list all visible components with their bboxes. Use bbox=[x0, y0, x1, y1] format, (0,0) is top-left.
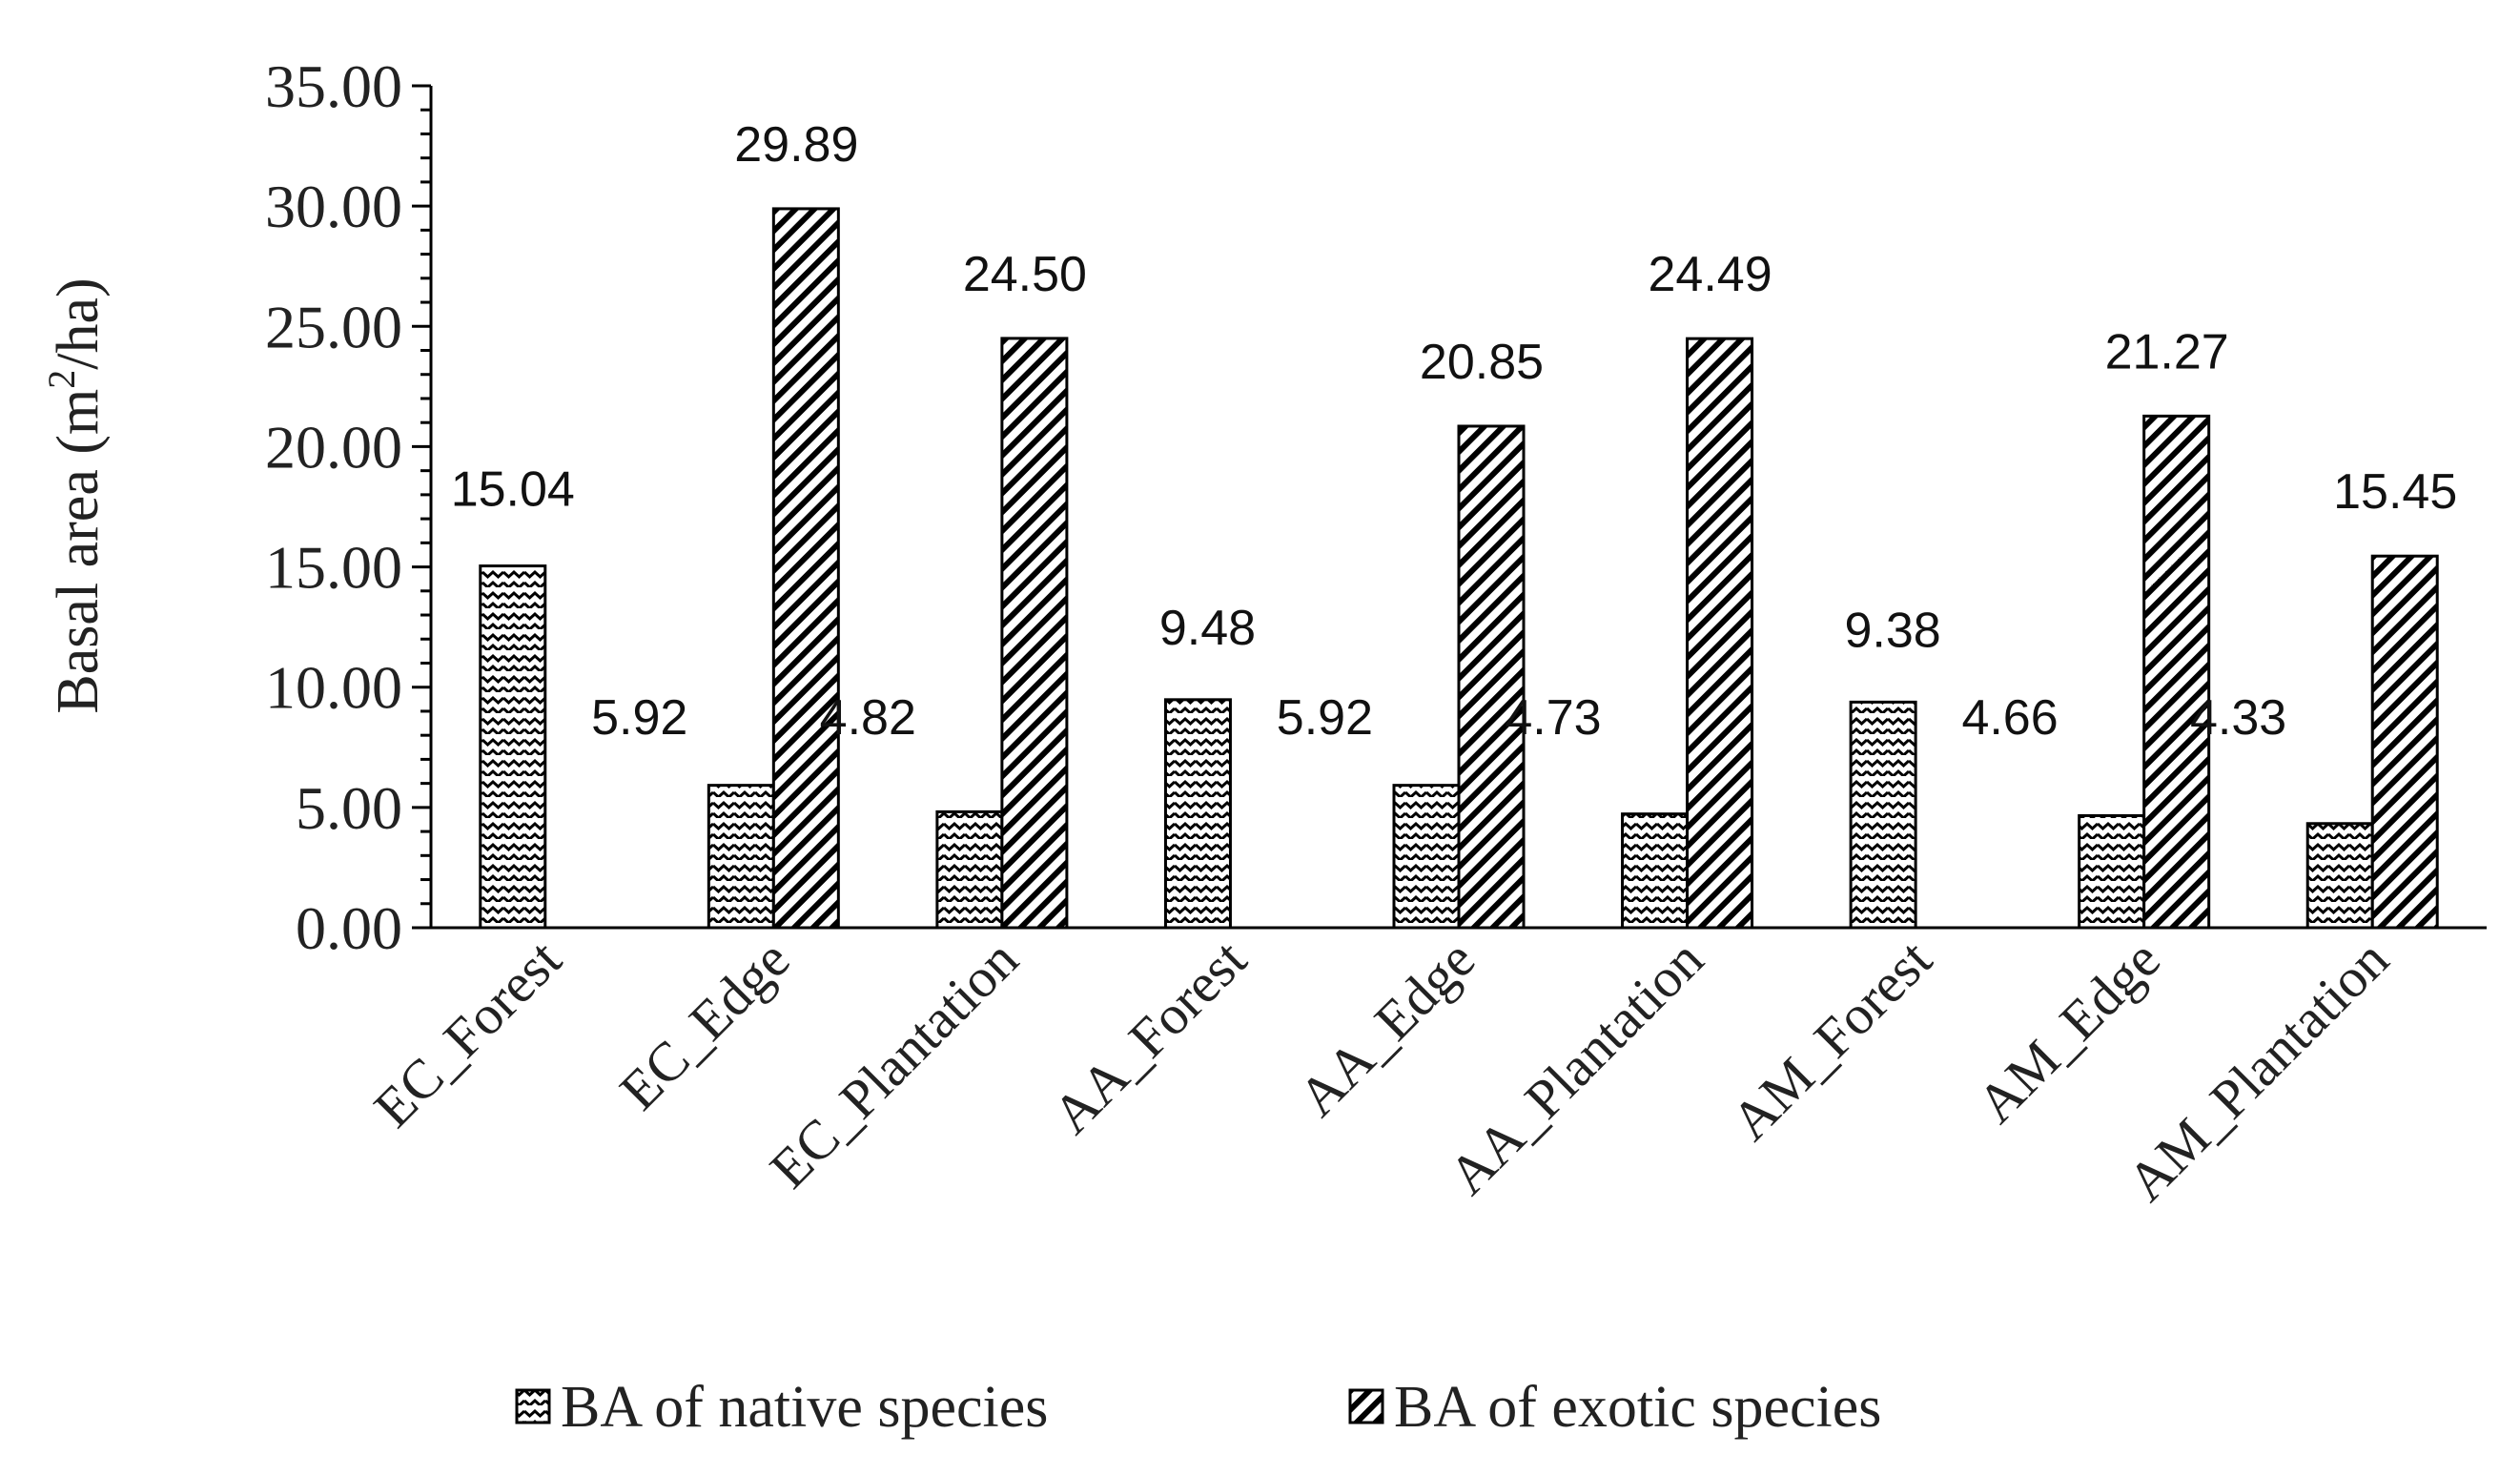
y-axis-title-sup: 2 bbox=[40, 370, 83, 389]
legend: BA of native species BA of exotic species bbox=[515, 1375, 1881, 1440]
data-label-native: 4.73 bbox=[1505, 690, 1601, 746]
bar-native-ec-edge bbox=[707, 784, 775, 930]
data-label-exotic: 24.50 bbox=[963, 247, 1087, 302]
y-tick-label: 15.00 bbox=[265, 534, 402, 602]
bar-native-am-forest bbox=[1849, 700, 1917, 930]
bar-native-am-edge bbox=[2078, 813, 2146, 930]
category-label-am-edge: AM_Edge bbox=[1965, 928, 2172, 1135]
bar-exotic-aa-plantation bbox=[1686, 337, 1754, 930]
y-tick-label: 30.00 bbox=[265, 173, 402, 240]
y-tick-label: 0.00 bbox=[296, 894, 402, 962]
bar-native-aa-forest bbox=[1163, 698, 1232, 930]
bars bbox=[479, 207, 2439, 930]
bar-exotic-ec-edge bbox=[771, 207, 840, 930]
y-axis: 0.00 5.00 10.00 15.00 20.00 25.00 30.00 35.00 bbox=[265, 52, 433, 962]
y-tick-label: 5.00 bbox=[296, 774, 402, 842]
bar-native-aa-edge bbox=[1392, 784, 1461, 930]
data-label-native: 4.82 bbox=[820, 690, 916, 746]
y-tick-label: 10.00 bbox=[265, 654, 402, 722]
category-label-ec-edge: EC_Edge bbox=[607, 928, 801, 1121]
data-label-native: 4.33 bbox=[2190, 690, 2286, 746]
bar-exotic-am-edge bbox=[2142, 414, 2211, 930]
data-label-native: 15.04 bbox=[451, 462, 575, 518]
data-label-native: 9.38 bbox=[1845, 603, 1941, 658]
y-tick-label: 35.00 bbox=[265, 52, 402, 120]
category-label-am-forest: AM_Forest bbox=[1719, 928, 1943, 1152]
bar-native-aa-plantation bbox=[1621, 812, 1690, 930]
y-tick-label: 20.00 bbox=[265, 413, 402, 481]
legend-swatch-native bbox=[515, 1388, 551, 1424]
data-label-native: 5.92 bbox=[1277, 690, 1373, 746]
category-label-ec-plantation: EC_Plantation bbox=[758, 928, 1030, 1199]
svg-text:Basal area (m2/ha): Basal area (m2/ha) bbox=[40, 277, 111, 713]
data-label-native: 9.48 bbox=[1159, 601, 1256, 656]
bar-native-am-plantation bbox=[2305, 822, 2374, 930]
data-labels: 15.04 5.92 29.89 4.82 24.50 9.48 5.92 20.85 4.73… bbox=[451, 117, 2458, 746]
bar-exotic-ec-plantation bbox=[1000, 337, 1069, 930]
legend-label-exotic: BA of exotic species bbox=[1394, 1375, 1881, 1440]
bar-exotic-am-plantation bbox=[2370, 554, 2439, 930]
y-tick-label: 25.00 bbox=[265, 293, 402, 360]
y-axis-title-main: Basal area (m bbox=[46, 389, 111, 714]
data-label-exotic: 15.45 bbox=[2333, 464, 2457, 520]
legend-swatch-exotic bbox=[1348, 1388, 1384, 1424]
data-label-exotic: 29.89 bbox=[734, 117, 858, 173]
bar-native-ec-plantation bbox=[935, 809, 1004, 930]
bar-exotic-aa-edge bbox=[1457, 424, 1526, 930]
data-label-native: 4.66 bbox=[1961, 690, 2058, 746]
y-axis-title-tail: /ha) bbox=[46, 277, 111, 369]
data-label-exotic: 21.27 bbox=[2105, 324, 2229, 379]
data-label-exotic: 20.85 bbox=[1420, 335, 1544, 390]
bar-native-ec-forest bbox=[479, 564, 547, 930]
data-label-exotic: 24.49 bbox=[1648, 247, 1772, 302]
data-label-native: 5.92 bbox=[591, 690, 687, 746]
legend-label-native: BA of native species bbox=[561, 1375, 1048, 1440]
category-label-aa-forest: AA_Forest bbox=[1040, 928, 1258, 1145]
category-label-aa-edge: AA_Edge bbox=[1286, 928, 1486, 1128]
y-axis-title: Basal area (m2/ha) bbox=[40, 277, 111, 713]
